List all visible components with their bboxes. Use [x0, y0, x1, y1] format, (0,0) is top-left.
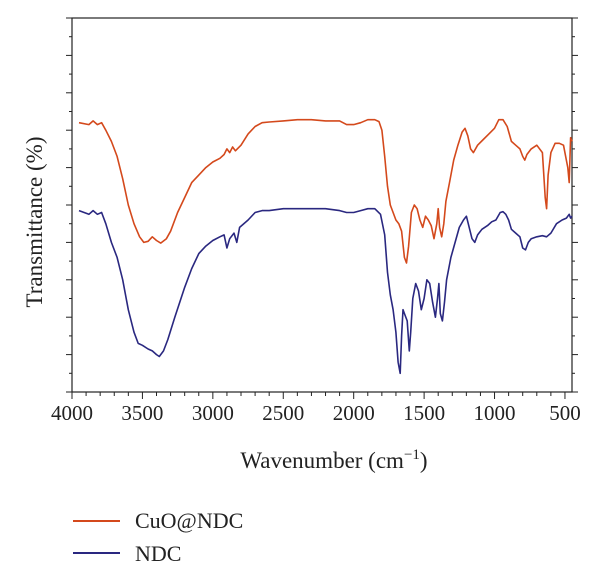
- series-layer: [78, 118, 573, 375]
- x-tick-label-500: 500: [549, 401, 581, 425]
- x-tick-label-2500: 2500: [262, 401, 304, 425]
- x-tick-label-3500: 3500: [121, 401, 163, 425]
- plot-border: [71, 17, 573, 393]
- x-tick-label-3000: 3000: [192, 401, 234, 425]
- plot-frame: [71, 17, 573, 393]
- x-tick-label-2000: 2000: [333, 401, 375, 425]
- y-axis: [66, 17, 578, 393]
- series-line-ndc: [78, 207, 573, 375]
- x-tick-label-1500: 1500: [403, 401, 445, 425]
- x-axis-label: Wavenumber (cm−1): [240, 447, 427, 473]
- x-axis: 4000 3500 3000 2500 2000 1500 1000 500: [51, 392, 581, 425]
- series-line-cuo-ndc: [78, 118, 573, 264]
- x-tick-label-1000: 1000: [474, 401, 516, 425]
- legend-label-cuo-ndc: CuO@NDC: [135, 508, 243, 533]
- legend-label-ndc: NDC: [135, 541, 181, 566]
- x-tick-label-4000: 4000: [51, 401, 93, 425]
- legend: CuO@NDC NDC: [73, 508, 243, 566]
- y-axis-label: Transmittance (%): [22, 137, 47, 308]
